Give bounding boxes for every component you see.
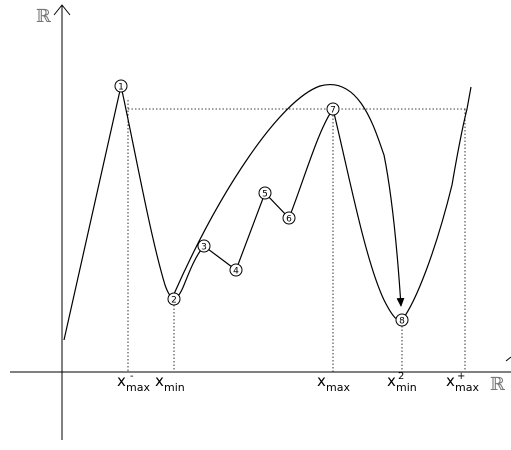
tick-label-xmax: x max	[317, 372, 350, 394]
tick-label-xmin: x min	[155, 372, 185, 394]
y-axis-arrow-icon	[53, 4, 71, 16]
y-axis-label: ℝ	[36, 6, 52, 27]
tick-xmin-main: x	[155, 372, 164, 390]
tick-xmin-2-main: x	[387, 372, 396, 390]
point-1: 1	[114, 79, 128, 93]
point-5-label: 5	[262, 190, 268, 200]
tick-xmax-minus-main: x	[117, 372, 126, 390]
function-curve	[63, 85, 472, 341]
jump-arrow	[173, 83, 405, 307]
point-8: 8	[395, 313, 409, 327]
point-2: 2	[167, 292, 181, 306]
tick-xmax-plus-sub: max	[455, 381, 479, 394]
x-axis-label: ℝ	[490, 374, 506, 395]
tick-xmax-minus-sub: max	[126, 381, 150, 394]
point-7-label: 7	[330, 106, 336, 116]
point-1-label: 1	[118, 83, 124, 93]
tick-xmax-minus-sup: -	[130, 371, 134, 382]
tick-xmax-plus-main: x	[446, 372, 455, 390]
point-7: 7	[326, 102, 340, 116]
point-4: 4	[229, 263, 243, 277]
point-6-label: 6	[286, 215, 292, 225]
point-3-label: 3	[201, 243, 207, 253]
tick-xmax-sub: max	[326, 381, 350, 394]
tick-xmin-sub: min	[164, 381, 185, 394]
tick-xmin-2-sup: 2	[398, 371, 404, 382]
x-axis-arrow-icon	[505, 356, 511, 362]
tick-xmin-2-sub: min	[396, 381, 417, 394]
point-8-label: 8	[399, 317, 405, 327]
guide-lines	[127, 100, 467, 372]
tick-label-xmax-plus: x max +	[446, 371, 479, 394]
tick-xmax-main: x	[317, 372, 326, 390]
point-6: 6	[282, 211, 296, 225]
point-5: 5	[258, 186, 272, 200]
point-3: 3	[197, 239, 211, 253]
point-2-label: 2	[171, 296, 177, 306]
tick-xmax-plus-sup: +	[457, 371, 465, 382]
point-4-label: 4	[233, 267, 239, 277]
tick-label-xmin-2: x min 2	[387, 371, 417, 394]
tick-label-xmax-minus: x max -	[117, 371, 150, 394]
